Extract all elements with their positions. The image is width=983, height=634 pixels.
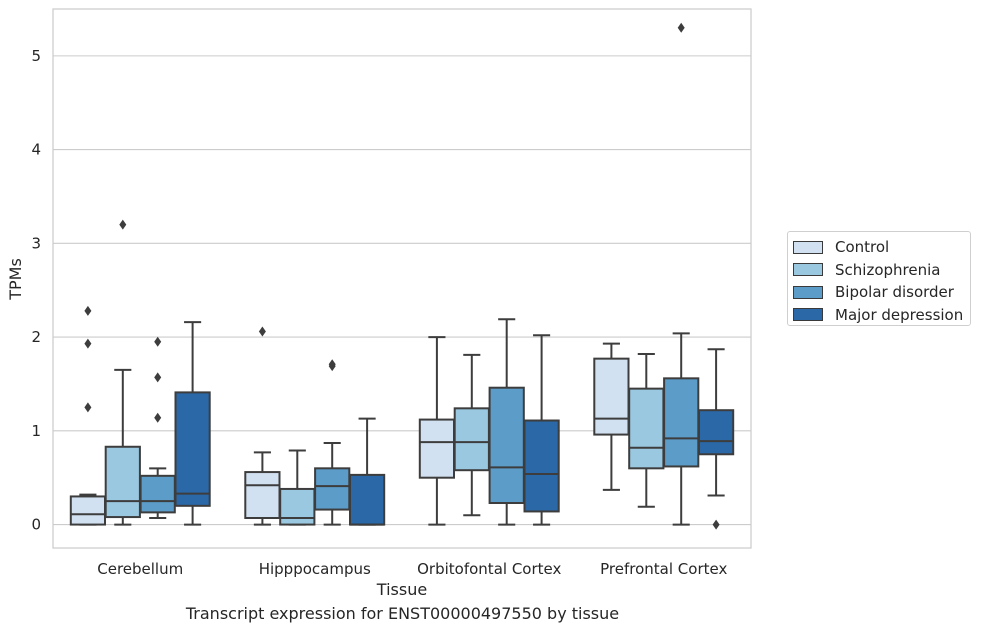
box [663,22,700,526]
series-bipolar-disorder [139,22,700,526]
outlier-point [258,326,266,337]
legend-item: Schizophrenia [792,259,970,282]
legend-label: Bipolar disorder [835,283,954,302]
box [697,348,735,530]
figure-caption: Transcript expression for ENST0000049755… [185,604,620,623]
box-body [593,357,630,436]
y-tick-label: 3 [31,234,41,252]
x-tick-label: Cerebellum [97,560,183,578]
legend-label: Schizophrenia [835,260,941,279]
y-tick-label: 2 [31,328,41,346]
box-body [174,391,211,507]
box-body [418,418,456,479]
box-series [69,22,735,530]
outlier-point [84,402,92,413]
outlier-point [712,519,720,530]
y-tick-label: 4 [31,141,41,159]
x-tick-label: Hipppocampus [259,560,371,578]
box-body [244,471,281,520]
box [279,449,316,526]
box-body [314,467,351,511]
box [244,326,281,526]
y-tick-label: 1 [31,422,41,440]
x-tick-label: Orbitofontal Cortex [417,560,561,578]
box [523,334,560,526]
y-tick-labels: 0 1 2 3 4 5 [31,47,41,534]
box-body [139,474,176,514]
outlier-point [677,22,685,33]
box [104,219,141,526]
x-axis-label: Tissue [376,580,427,599]
box-body [663,377,700,468]
box [314,359,351,526]
outlier-point [328,359,336,370]
legend-item: Control [792,236,970,259]
box-body [523,419,560,513]
box-body [628,387,665,470]
legend-swatch [793,285,823,299]
legend-label: Major depression [835,305,964,324]
y-axis-label: TPMs [6,258,25,301]
box-body [697,409,735,456]
series-major-depression [174,321,735,530]
outlier-point [154,372,162,383]
legend-swatch [793,263,823,277]
box [418,336,456,526]
outlier-point [154,412,162,423]
box-body [279,487,316,526]
box-body [488,386,525,505]
y-tick-label: 5 [31,47,41,65]
box-body [348,473,386,526]
legend-swatch [793,308,823,322]
outlier-point [119,219,127,230]
box [348,417,386,526]
box [139,336,176,520]
y-tick-label: 0 [31,516,41,534]
box [69,305,107,526]
outlier-point [84,305,92,316]
legend-item: Major depression [792,304,970,327]
legend-swatch [793,240,823,254]
outlier-point [84,338,92,349]
x-tick-label: Prefrontal Cortex [600,560,727,578]
series-schizophrenia [104,219,665,526]
outlier-point [154,336,162,347]
legend-label: Control [835,238,890,257]
box-body [453,407,490,472]
legend-item: Bipolar disorder [792,281,970,304]
x-tick-labels: Cerebellum Hipppocampus Orbitofontal Corte… [97,560,727,578]
box [174,321,211,526]
box-body [104,445,141,519]
legend: Control Schizophrenia Bipolar disorder Majo… [787,231,971,326]
box-body [69,495,107,526]
